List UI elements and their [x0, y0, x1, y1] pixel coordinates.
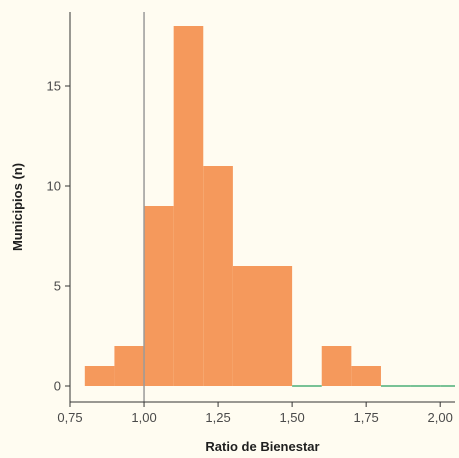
x-axis-title: Ratio de Bienestar	[205, 439, 319, 454]
x-ticks-group: 0,75 1,00 1,25 1,50 1,75 2,00	[57, 402, 453, 425]
histogram-bar-2	[144, 206, 174, 386]
x-tick-label-1: 1,00	[131, 410, 156, 425]
y-ticks-group: 0 5 10 15	[47, 79, 70, 394]
x-tick-label-4: 1,75	[353, 410, 378, 425]
x-tick-label-0: 0,75	[57, 410, 82, 425]
y-tick-label-3: 15	[47, 79, 61, 94]
histogram-bar-6	[262, 266, 293, 386]
x-tick-label-3: 1,50	[279, 410, 304, 425]
x-tick-label-5: 2,00	[428, 410, 453, 425]
histogram-bar-3	[173, 26, 204, 386]
histogram-bar-9	[351, 366, 381, 386]
y-tick-label-2: 10	[47, 179, 61, 194]
y-tick-label-1: 5	[54, 279, 61, 294]
y-axis-title: Municipios (n)	[10, 163, 25, 251]
y-tick-label-0: 0	[54, 379, 61, 394]
histogram-bar-0	[84, 366, 115, 386]
histogram-bar-1	[114, 346, 145, 386]
histogram-bar-5	[232, 266, 263, 386]
histogram-bar-8	[321, 346, 352, 386]
bars-group	[84, 26, 381, 386]
x-tick-label-2: 1,25	[205, 410, 230, 425]
histogram-bar-4	[203, 166, 233, 386]
